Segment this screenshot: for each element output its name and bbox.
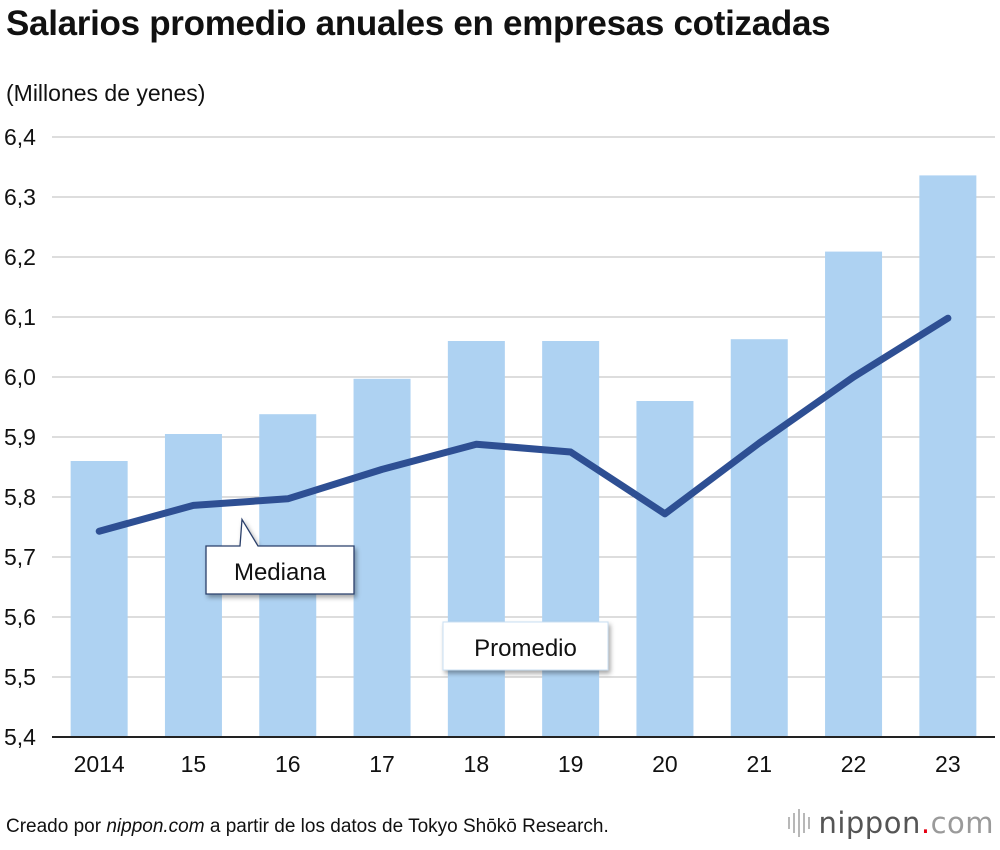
x-tick-label: 22	[841, 751, 867, 777]
x-tick-label: 19	[558, 751, 584, 777]
source-credit-site[interactable]: nippon.com	[106, 816, 205, 837]
bar-promedio	[447, 341, 505, 737]
y-tick-label: 6,4	[4, 124, 36, 150]
x-tick-label: 17	[369, 751, 395, 777]
y-tick-label: 5,6	[4, 604, 36, 630]
source-credit: Creado por nippon.com a partir de los da…	[6, 816, 609, 838]
bar-promedio	[353, 378, 411, 737]
x-tick-label: 16	[275, 751, 301, 777]
y-tick-label: 5,9	[4, 424, 36, 450]
x-tick-label: 18	[464, 751, 490, 777]
bar-promedio	[70, 461, 128, 737]
x-tick-label: 23	[935, 751, 961, 777]
chart-plot: 5,4 5,5 5,6 5,7 5,8 5,9 6,0 6,1 6,2 6,3 6,4 2014 15 1…	[4, 124, 995, 777]
y-tick-label: 5,5	[4, 664, 36, 690]
y-tick-label: 5,7	[4, 544, 36, 570]
average-label: Promedio	[474, 635, 577, 662]
x-tick-label: 20	[652, 751, 678, 777]
bar-promedio	[919, 175, 977, 737]
bar-promedio	[825, 251, 883, 737]
average-label-box	[442, 621, 609, 671]
y-axis-unit-label: (Millones de yenes)	[6, 80, 206, 106]
source-credit-prefix: Creado por	[6, 816, 107, 837]
nippon-logo: nippon.com	[788, 806, 994, 840]
source-credit-suffix: a partir de los datos de Tokyo Shōkō Res…	[204, 816, 609, 837]
y-tick-label: 5,8	[4, 484, 36, 510]
median-callout-label: Mediana	[234, 559, 327, 586]
x-tick-label: 15	[181, 751, 207, 777]
y-tick-label: 6,1	[4, 304, 36, 330]
median-line	[95, 314, 952, 535]
chart-title: Salarios promedio anuales en empresas co…	[6, 4, 831, 43]
y-tick-label: 5,4	[4, 724, 36, 750]
logo-bars-icon	[788, 808, 811, 838]
y-tick-label: 6,2	[4, 244, 36, 270]
bar-promedio	[636, 401, 694, 737]
bar-promedio	[730, 339, 788, 737]
median-callout-box	[205, 517, 355, 595]
y-tick-label: 6,0	[4, 364, 36, 390]
logo-wordmark: nippon.com	[818, 806, 994, 840]
x-tick-label: 2014	[74, 751, 125, 777]
bar-promedio	[542, 341, 600, 737]
y-tick-label: 6,3	[4, 184, 36, 210]
x-tick-label: 21	[746, 751, 772, 777]
